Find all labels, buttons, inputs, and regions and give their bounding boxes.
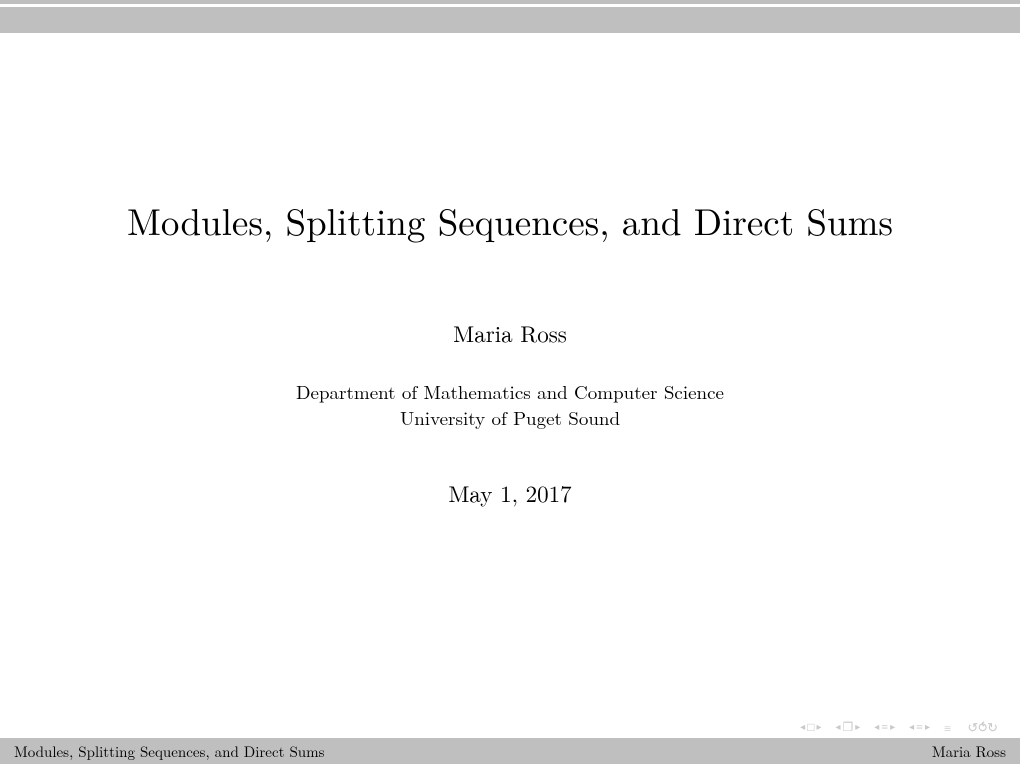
nav-frame-icon: □ — [806, 721, 815, 733]
nav-frame-group[interactable]: ◂ □ ▸ — [800, 720, 821, 732]
nav-section-icon: ≡ — [880, 721, 889, 733]
nav-mode-icon[interactable]: ≡ — [944, 718, 951, 737]
header-thick-bar — [0, 7, 1020, 33]
nav-subsection-icon: ≡ — [915, 721, 924, 733]
nav-prev-icon: ◂ — [835, 721, 840, 731]
nav-next-icon: ▸ — [925, 721, 930, 731]
nav-subframe-group[interactable]: ◂ ❐ ▸ — [835, 720, 860, 732]
footer-title: Modules, Splitting Sequences, and Direct… — [14, 741, 325, 762]
beamer-nav-bar: ◂ □ ▸ ◂ ❐ ▸ ◂ ≡ ▸ ◂ ≡ ▸ ≡ ↺⥀↻ — [800, 714, 998, 738]
slide-affiliation: Department of Mathematics and Computer S… — [296, 379, 724, 430]
nav-next-icon: ▸ — [890, 721, 895, 731]
nav-next-icon: ▸ — [855, 721, 860, 731]
slide-content: Modules, Splitting Sequences, and Direct… — [0, 33, 1020, 709]
nav-subframe-icon: ❐ — [842, 721, 855, 733]
slide-title: Modules, Splitting Sequences, and Direct… — [127, 193, 893, 246]
slide-author: Maria Ross — [453, 316, 567, 349]
footer-author: Maria Ross — [932, 741, 1006, 762]
nav-section-group[interactable]: ◂ ≡ ▸ — [874, 720, 895, 732]
nav-prev-icon: ◂ — [800, 721, 805, 731]
nav-prev-icon: ◂ — [874, 721, 879, 731]
header-thin-bar — [0, 0, 1020, 4]
slide-date: May 1, 2017 — [448, 476, 571, 509]
nav-prev-icon: ◂ — [909, 721, 914, 731]
nav-subsection-group[interactable]: ◂ ≡ ▸ — [909, 720, 930, 732]
footer-bar: Modules, Splitting Sequences, and Direct… — [0, 738, 1020, 764]
nav-back-forward-icon[interactable]: ↺⥀↻ — [967, 717, 998, 736]
affiliation-line-1: Department of Mathematics and Computer S… — [296, 379, 724, 405]
nav-next-icon: ▸ — [816, 721, 821, 731]
affiliation-line-2: University of Puget Sound — [296, 405, 724, 431]
